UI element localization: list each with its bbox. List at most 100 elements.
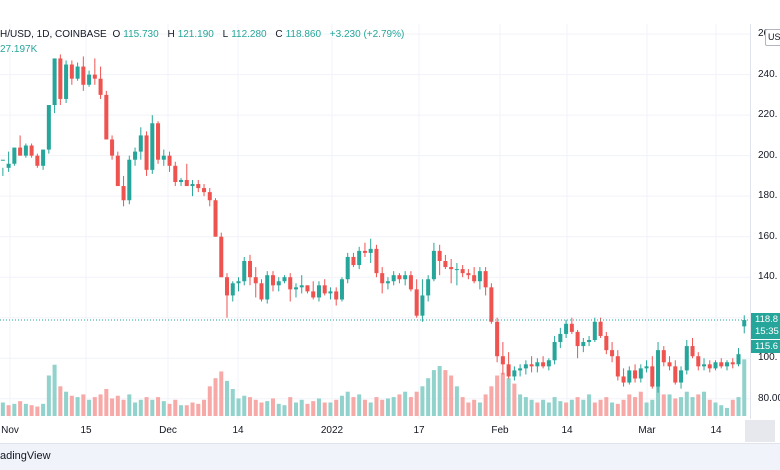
volume-bar (196, 403, 201, 416)
candle-body (144, 135, 149, 170)
candle-body (299, 285, 304, 288)
candle-body (357, 250, 362, 266)
volume-bar (225, 380, 230, 416)
volume-bar (184, 405, 189, 416)
volume-bar (725, 407, 730, 416)
candle (707, 360, 712, 373)
volume-bar (575, 397, 580, 416)
currency-button[interactable]: US (765, 29, 780, 46)
candle-body (621, 376, 626, 383)
price-tick-label: 80.00 (758, 392, 780, 404)
candle-body (380, 273, 385, 284)
volume-bar (167, 403, 172, 416)
volume-bar (650, 399, 655, 416)
price-tick-label: 200. (758, 149, 778, 161)
volume-bar (638, 391, 643, 416)
brand-label[interactable]: adingView (0, 450, 51, 462)
candle (6, 151, 11, 172)
candle-body (110, 139, 115, 156)
last-price-tag: 118.8 15:35 (751, 313, 780, 340)
volume-bar (311, 401, 316, 416)
volume-bar (512, 383, 517, 416)
candle (322, 279, 327, 296)
candle-body (604, 335, 609, 351)
candle-body (219, 236, 224, 278)
symbol-label[interactable]: H/USD, 1D, COINBASE (0, 29, 107, 40)
volume-bar (351, 397, 356, 416)
candle-body (374, 248, 379, 274)
volume-bar (661, 394, 666, 416)
candle (133, 147, 138, 166)
candle-body (12, 147, 17, 164)
candle (725, 360, 730, 371)
candle (391, 271, 396, 286)
volume-bar (679, 397, 684, 416)
candle-body (489, 287, 494, 322)
volume-bar (46, 375, 51, 416)
candle-body (23, 145, 28, 156)
candle (437, 244, 442, 276)
volume-bar (380, 399, 385, 416)
volume-bar (529, 399, 534, 416)
candle (684, 340, 689, 375)
volume-bar (684, 391, 689, 416)
volume-bar (702, 391, 707, 416)
candle (667, 356, 672, 371)
candle-body (247, 261, 253, 278)
candle (184, 163, 189, 187)
candle (173, 161, 178, 187)
volume-bar (6, 405, 11, 416)
volume-bar (133, 402, 138, 416)
candle (52, 58, 57, 114)
volume-bar (598, 399, 603, 416)
volume-bar (495, 375, 500, 416)
volume-bar (87, 399, 92, 416)
candle-body (202, 188, 207, 193)
volume-bar (644, 402, 649, 416)
change-value: +3.230 (+2.79%) (329, 29, 405, 40)
candle (581, 337, 586, 353)
candle (282, 275, 287, 284)
candle (288, 273, 293, 302)
candle (477, 267, 482, 290)
price-tick-label: 160. (758, 230, 778, 242)
time-axis[interactable] (0, 419, 750, 443)
candle-body (270, 275, 275, 286)
candle (518, 364, 523, 377)
candle-body (546, 360, 551, 367)
volume-bar (242, 395, 247, 416)
time-tick-label: 14 (710, 425, 722, 436)
candle-body (466, 273, 471, 276)
candle-body (397, 275, 402, 280)
volume-bar (426, 378, 431, 416)
candle-body (650, 366, 655, 387)
candle-body (81, 66, 86, 85)
high-label: H (167, 29, 175, 40)
candle-body (610, 350, 615, 357)
price-axis[interactable] (750, 24, 780, 419)
candle (225, 273, 230, 318)
candle (569, 317, 574, 334)
volume-bar (408, 397, 413, 416)
volume-bar (443, 370, 448, 416)
volume-bar (115, 395, 120, 416)
candle-body (500, 356, 505, 365)
candle-body (472, 275, 477, 282)
candle-body (41, 149, 46, 166)
volume-bar (472, 399, 477, 416)
candle-body (345, 256, 350, 280)
volume-bar (610, 402, 615, 416)
candle (702, 358, 707, 371)
volume-bar (58, 386, 63, 416)
candle-body (667, 362, 672, 367)
volume-bar (615, 403, 620, 416)
volume-bar (673, 398, 678, 416)
candle-body (730, 362, 735, 365)
candle (69, 60, 74, 85)
candle (213, 198, 218, 237)
candle-body (696, 356, 701, 367)
volume-bar (345, 391, 350, 416)
candle (144, 131, 149, 176)
candle (0, 159, 5, 176)
